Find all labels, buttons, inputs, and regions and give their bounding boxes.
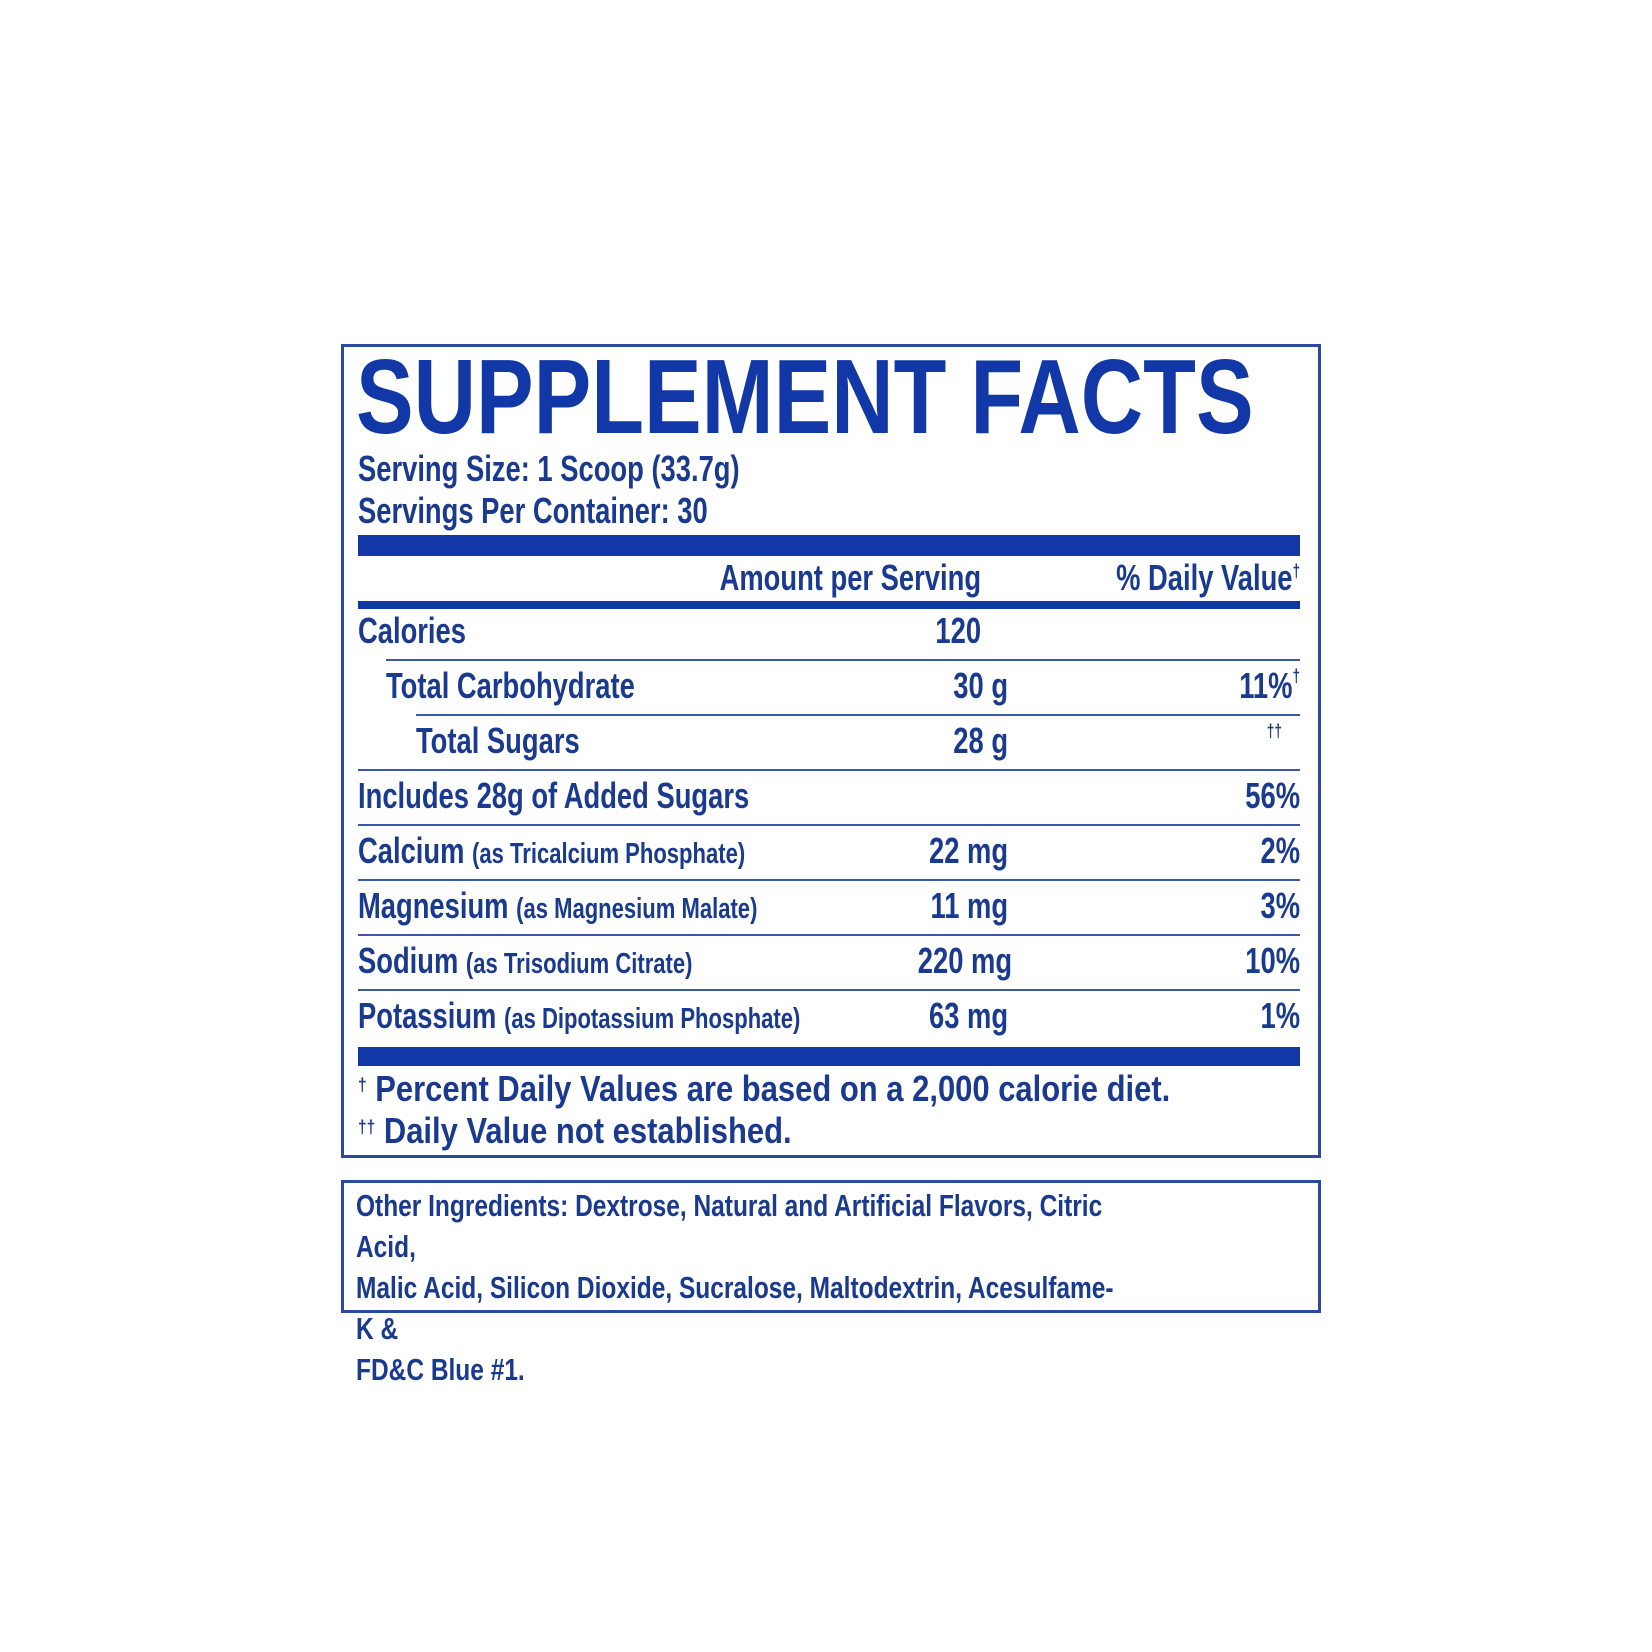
amount-text: 63 mg (928, 995, 1008, 1036)
nutrient-source: (as Magnesium Malate) (516, 893, 758, 925)
nutrient-amount: 22 mg (888, 826, 1008, 876)
dv-column-header: % Daily Value† (1058, 556, 1300, 600)
row-divider (358, 934, 1300, 936)
bottom-divider-band (358, 1047, 1300, 1066)
ingredients-line: Dextrose, Natural and Artificial Flavors… (356, 1188, 1103, 1264)
nutrient-daily-value: 3% (1160, 881, 1300, 931)
dv-text: 1% (1260, 995, 1300, 1036)
nutrient-label: Includes 28g of Added Sugars (358, 775, 750, 816)
nutrient-daily-value: 10% (1160, 936, 1300, 986)
dv-text: 2% (1260, 830, 1300, 871)
amount-text: 22 mg (928, 830, 1008, 871)
nutrient-label: Total Sugars (416, 720, 580, 761)
nutrient-name: Magnesium (as Magnesium Malate) (358, 881, 898, 934)
footnote-1: † Percent Daily Values are based on a 2,… (358, 1070, 1303, 1108)
other-ingredients-panel (341, 1180, 1321, 1313)
dv-mark: †† (1266, 721, 1282, 741)
nutrient-label: Sodium (358, 940, 459, 981)
amount-text: 120 (935, 610, 981, 651)
servings-text: Servings Per Container: 30 (358, 490, 708, 531)
nutrient-daily-value: 11%† (1160, 661, 1300, 711)
row-divider (386, 659, 1300, 661)
header-divider (358, 601, 1300, 609)
nutrient-label: Calcium (358, 830, 465, 871)
dagger-mark: † (1292, 561, 1300, 581)
row-divider (358, 769, 1300, 771)
nutrient-name: Calories (358, 606, 898, 659)
ingredients-label: Other Ingredients: (356, 1188, 569, 1223)
servings-per-container: Servings Per Container: 30 (358, 491, 818, 531)
nutrient-row: Potassium (as Dipotassium Phosphate) 63 m… (358, 991, 1300, 1041)
nutrient-label: Potassium (358, 995, 497, 1036)
nutrient-name: Includes 28g of Added Sugars (358, 771, 898, 824)
nutrient-daily-value: 1% (1160, 991, 1300, 1041)
nutrient-amount (888, 771, 1008, 821)
nutrient-label: Magnesium (358, 885, 509, 926)
top-divider-band (358, 535, 1300, 556)
footnote-text: Daily Value not established. (383, 1110, 792, 1151)
nutrient-row: Sodium (as Trisodium Citrate) 220 mg 10% (358, 936, 1300, 986)
nutrient-row: Calcium (as Tricalcium Phosphate) 22 mg 2% (358, 826, 1300, 876)
nutrient-daily-value: †† (1142, 716, 1282, 766)
nutrient-name: Potassium (as Dipotassium Phosphate) (358, 991, 898, 1044)
nutrient-amount: 63 mg (888, 991, 1008, 1041)
amount-text: 220 mg (917, 940, 1013, 981)
footnote-2: †† Daily Value not established. (358, 1112, 862, 1150)
row-divider (358, 879, 1300, 881)
nutrient-source: (as Tricalcium Phosphate) (472, 838, 746, 870)
nutrient-amount: 30 g (888, 661, 1008, 711)
row-divider (358, 824, 1300, 826)
title-text: SUPPLEMENT FACTS (356, 338, 1254, 456)
dv-text: 11% (1239, 665, 1293, 706)
amount-text: 11 mg (930, 885, 1008, 926)
amount-text: 28 g (953, 720, 1008, 761)
amount-column-header: Amount per Serving (637, 556, 981, 600)
amount-header-text: Amount per Serving (719, 557, 981, 598)
dagger-mark: † (358, 1075, 367, 1095)
nutrient-row: Total Sugars 28 g †† (358, 716, 1300, 766)
dv-text: 3% (1260, 885, 1300, 926)
nutrient-row: Magnesium (as Magnesium Malate) 11 mg 3% (358, 881, 1300, 931)
row-divider (416, 714, 1300, 716)
nutrient-amount: 11 mg (888, 881, 1008, 931)
nutrient-daily-value: 56% (1160, 771, 1300, 821)
ingredients-line: FD&C Blue #1. (356, 1352, 525, 1387)
dv-header-text: % Daily Value (1115, 557, 1293, 598)
nutrient-amount: 120 (861, 606, 981, 656)
nutrient-source: (as Trisodium Citrate) (465, 948, 693, 980)
nutrient-name: Sodium (as Trisodium Citrate) (358, 936, 898, 989)
nutrient-source: (as Dipotassium Phosphate) (503, 1003, 801, 1035)
row-divider (358, 989, 1300, 991)
nutrient-row: Includes 28g of Added Sugars 56% (358, 771, 1300, 821)
panel-title: SUPPLEMENT FACTS (356, 338, 1457, 456)
nutrient-amount: 28 g (888, 716, 1008, 766)
nutrient-name: Total Sugars (416, 716, 956, 769)
nutrient-name: Calcium (as Tricalcium Phosphate) (358, 826, 898, 879)
other-ingredients: Other Ingredients: Dextrose, Natural and… (356, 1185, 1316, 1390)
footnote-text: Percent Daily Values are based on a 2,00… (375, 1068, 1171, 1109)
nutrient-row: Calories 120 (358, 606, 1300, 656)
nutrient-daily-value: 2% (1160, 826, 1300, 876)
double-dagger-mark: †† (358, 1117, 376, 1137)
ingredients-line: Malic Acid, Silicon Dioxide, Sucralose, … (356, 1270, 1114, 1346)
dv-mark: † (1292, 666, 1300, 686)
serving-size-text: Serving Size: 1 Scoop (33.7g) (358, 448, 740, 489)
supplement-facts-panel (341, 344, 1321, 1158)
dv-text: 56% (1245, 775, 1300, 816)
dv-text: 10% (1245, 940, 1300, 981)
nutrient-row: Total Carbohydrate 30 g 11%† (358, 661, 1300, 711)
nutrient-amount: 220 mg (888, 936, 1012, 986)
nutrient-daily-value (1160, 606, 1300, 656)
serving-size: Serving Size: 1 Scoop (33.7g) (358, 449, 860, 489)
amount-text: 30 g (953, 665, 1008, 706)
nutrient-name: Total Carbohydrate (386, 661, 926, 714)
nutrient-label: Calories (358, 610, 466, 651)
nutrient-label: Total Carbohydrate (386, 665, 635, 706)
